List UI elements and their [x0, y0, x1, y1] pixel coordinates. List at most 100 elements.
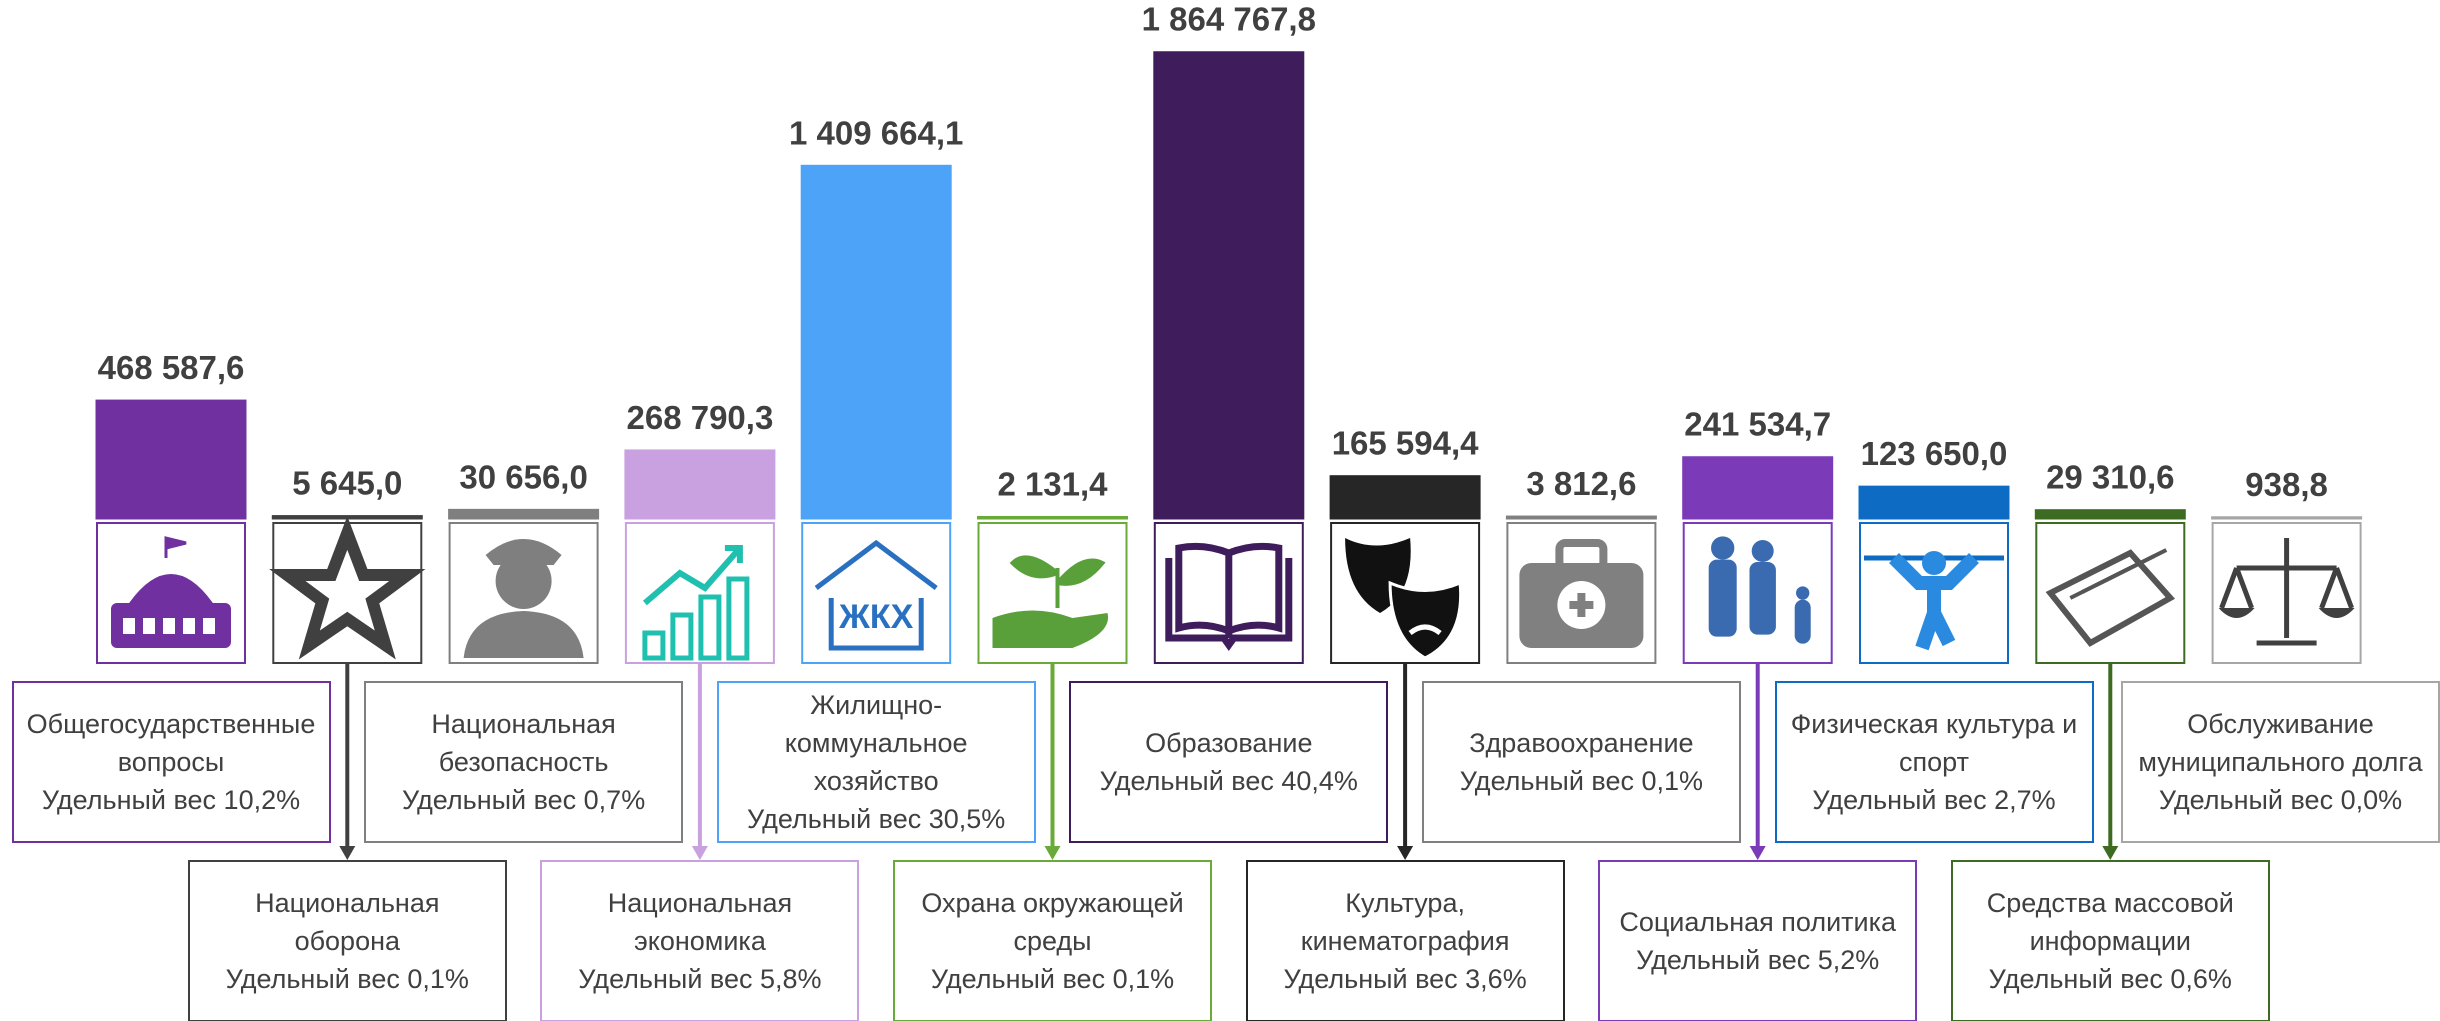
- icon: [1519, 539, 1644, 648]
- label-box: Охрана окружающей среды Удельный вес 0,1%: [893, 860, 1212, 1021]
- bar: [95, 399, 247, 520]
- category-name: Физическая культура и спорт: [1790, 709, 2078, 777]
- icon-shape: [269, 516, 426, 660]
- label-box: Обслуживание муниципального долга Удельны…: [2121, 681, 2440, 843]
- icon-shape: [1794, 599, 1811, 644]
- category-name: Социальная политика: [1619, 907, 1897, 937]
- share-label: Удельный вес 0,1%: [1459, 766, 1704, 796]
- bar: [1329, 475, 1481, 520]
- icon-shape: [1751, 540, 1774, 562]
- icon: [463, 539, 584, 658]
- share-label: Удельный вес 30,5%: [747, 804, 1006, 834]
- category-name: Здравоохранение: [1469, 728, 1694, 758]
- category-name: Средства массовой информации: [1986, 888, 2234, 956]
- icon-shape: [495, 553, 552, 609]
- icon-shape: [1009, 555, 1106, 608]
- icon-shape: [123, 618, 135, 634]
- arrowhead: [339, 846, 356, 860]
- icon: [1708, 536, 1811, 644]
- category-name: Национальная экономика: [607, 888, 793, 956]
- share-label: Удельный вес 10,2%: [41, 785, 301, 815]
- category-name: Национальная оборона: [255, 888, 440, 956]
- value-label: 2 131,4: [997, 465, 1108, 502]
- icon-shape: [1569, 593, 1594, 617]
- label-box: Общегосударственные вопросы Удельный вес …: [11, 681, 331, 843]
- arrowhead: [691, 846, 708, 860]
- share-label: Удельный вес 0,0%: [2158, 785, 2403, 815]
- icon: [1345, 538, 1463, 660]
- value-label: 3 812,6: [1526, 465, 1636, 502]
- icon-shape: [203, 618, 215, 634]
- icon-shape: [143, 618, 155, 634]
- share-label: Удельный вес 5,2%: [1636, 945, 1880, 975]
- bar: [1858, 485, 2010, 520]
- category-name: Культура, кинематография: [1300, 888, 1510, 956]
- bar: [448, 508, 600, 520]
- bar: [800, 164, 952, 520]
- icon-shape: [814, 539, 938, 651]
- label-box: Национальная экономика Удельный вес 5,8%: [540, 860, 860, 1021]
- icon-shape: [1555, 539, 1608, 572]
- share-label: Удельный вес 3,6%: [1283, 964, 1527, 994]
- category-name: Охрана окружающей среды: [921, 888, 1184, 956]
- label-box: Социальная политика Удельный вес 5,2%: [1598, 860, 1918, 1021]
- icon-shape: [2105, 548, 2168, 582]
- icon-shape: [1708, 559, 1737, 637]
- icon-shape: [726, 576, 750, 661]
- arrowhead: [1749, 846, 1766, 860]
- icon-shape: [1388, 580, 1463, 660]
- bar: [1682, 456, 1834, 520]
- icon-shape: [183, 618, 195, 634]
- share-label: Удельный вес 40,4%: [1099, 766, 1358, 796]
- icon-shape: [2218, 608, 2355, 618]
- icon-shape: [1711, 536, 1735, 560]
- category-name: Обслуживание муниципального долга: [2138, 709, 2423, 777]
- value-label: 30 656,0: [459, 458, 587, 495]
- value-label: 1 864 767,8: [1142, 1, 1316, 38]
- arrowhead: [1397, 846, 1414, 860]
- arrowhead: [1044, 846, 1061, 860]
- icon: [2218, 538, 2355, 646]
- icon: [269, 516, 426, 660]
- icon-shape: [163, 618, 175, 634]
- icon-shape: [2045, 549, 2176, 647]
- bar: [624, 449, 776, 520]
- category-name: Жилищно-коммунальное хозяйство: [784, 690, 968, 796]
- icon-shape: [463, 611, 584, 658]
- label-box: Физическая культура и спорт Удельный вес …: [1774, 681, 2094, 843]
- icon-shape: [992, 610, 1109, 648]
- bar: [1505, 515, 1657, 520]
- icon-shape: [485, 539, 562, 565]
- label-box: Культура, кинематография Удельный вес 3,6…: [1245, 860, 1565, 1021]
- icon: [642, 545, 750, 661]
- value-label: 1 409 664,1: [789, 114, 963, 151]
- value-label: 241 534,7: [1684, 406, 1831, 443]
- icon-shape: [2219, 538, 2354, 646]
- category-name: Национальная безопасность: [431, 709, 616, 777]
- icon: [992, 555, 1109, 648]
- value-label: 468 587,6: [98, 349, 245, 386]
- label-box: Здравоохранение Удельный вес 0,1%: [1421, 681, 1741, 843]
- category-name: Образование: [1145, 728, 1313, 758]
- value-label: 5 645,0: [292, 465, 402, 502]
- icon-shape: [1796, 586, 1810, 600]
- bar: [2034, 509, 2186, 520]
- icon-shape: [1922, 551, 1946, 575]
- label-box: Образование Удельный вес 40,4%: [1069, 681, 1389, 843]
- icon-box: [801, 522, 952, 664]
- share-label: Удельный вес 2,7%: [1812, 785, 2056, 815]
- value-label: 268 790,3: [626, 399, 773, 436]
- icon: [1864, 551, 2004, 651]
- share-label: Удельный вес 5,8%: [578, 964, 822, 994]
- icon-shape: [698, 594, 722, 661]
- icon-shape: [1408, 624, 1442, 636]
- icon-shape: [1749, 562, 1776, 635]
- share-label: Удельный вес 0,6%: [1988, 964, 2232, 994]
- bar: [977, 515, 1128, 520]
- share-label: Удельный вес 0,7%: [401, 785, 646, 815]
- value-label: 938,8: [2245, 466, 2328, 503]
- icon-shape: [128, 536, 214, 605]
- label-box: Национальная безопасность Удельный вес 0,…: [364, 681, 684, 843]
